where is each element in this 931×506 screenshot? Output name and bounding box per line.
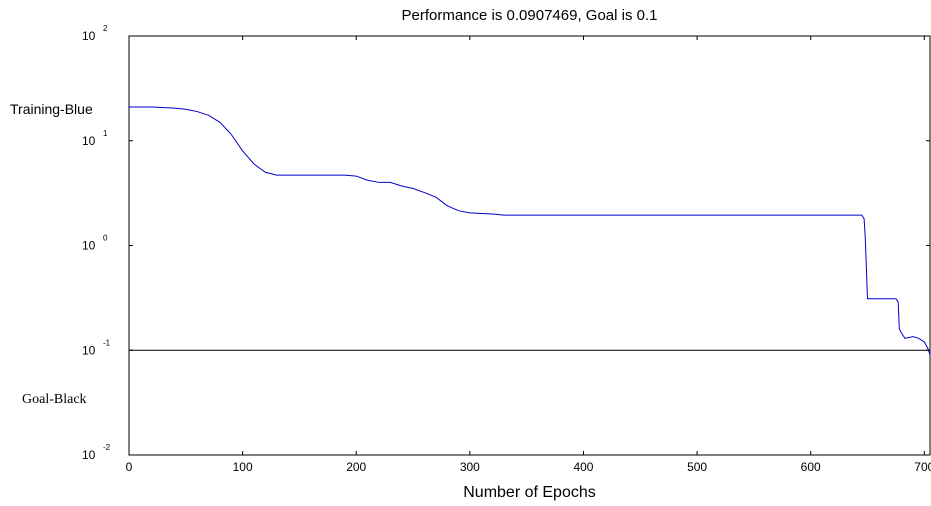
- training-legend-label: Training-Blue: [10, 101, 93, 117]
- x-axis: 0 100 200 300 400 500 600 700: [126, 36, 931, 474]
- x-tick-label: 300: [460, 460, 480, 474]
- x-tick-label: 400: [573, 460, 593, 474]
- y-tick-exponent: 0: [103, 234, 108, 243]
- y-tick-label: 10: [82, 343, 96, 357]
- y-tick-label: 10: [82, 29, 96, 43]
- y-tick-label: 10: [82, 239, 96, 253]
- plot-frame: [128, 35, 931, 456]
- x-tick-label: 700: [914, 460, 931, 474]
- y-tick-exponent: -1: [103, 338, 111, 347]
- y-tick-label: 10: [82, 134, 96, 148]
- y-tick-exponent: 2: [103, 24, 108, 33]
- x-tick-label: 200: [346, 460, 366, 474]
- x-tick-label: 600: [801, 460, 821, 474]
- y-axis: 10 2 10 1 10 0 10 -1 10 -2: [82, 24, 930, 462]
- x-tick-label: 100: [233, 460, 253, 474]
- y-tick-exponent: 1: [103, 129, 108, 138]
- x-tick-label: 0: [126, 460, 133, 474]
- chart-title: Performance is 0.0907469, Goal is 0.1: [402, 7, 658, 24]
- x-axis-label: Number of Epochs: [463, 484, 596, 501]
- series-layer: [129, 106, 931, 355]
- y-tick-exponent: -2: [103, 443, 111, 452]
- x-tick-label: 500: [687, 460, 707, 474]
- legend-annotations: Training-Blue Goal-Black: [10, 101, 93, 407]
- training-performance-line: [129, 106, 931, 355]
- y-tick-label: 10: [82, 448, 96, 462]
- goal-legend-label: Goal-Black: [22, 392, 87, 407]
